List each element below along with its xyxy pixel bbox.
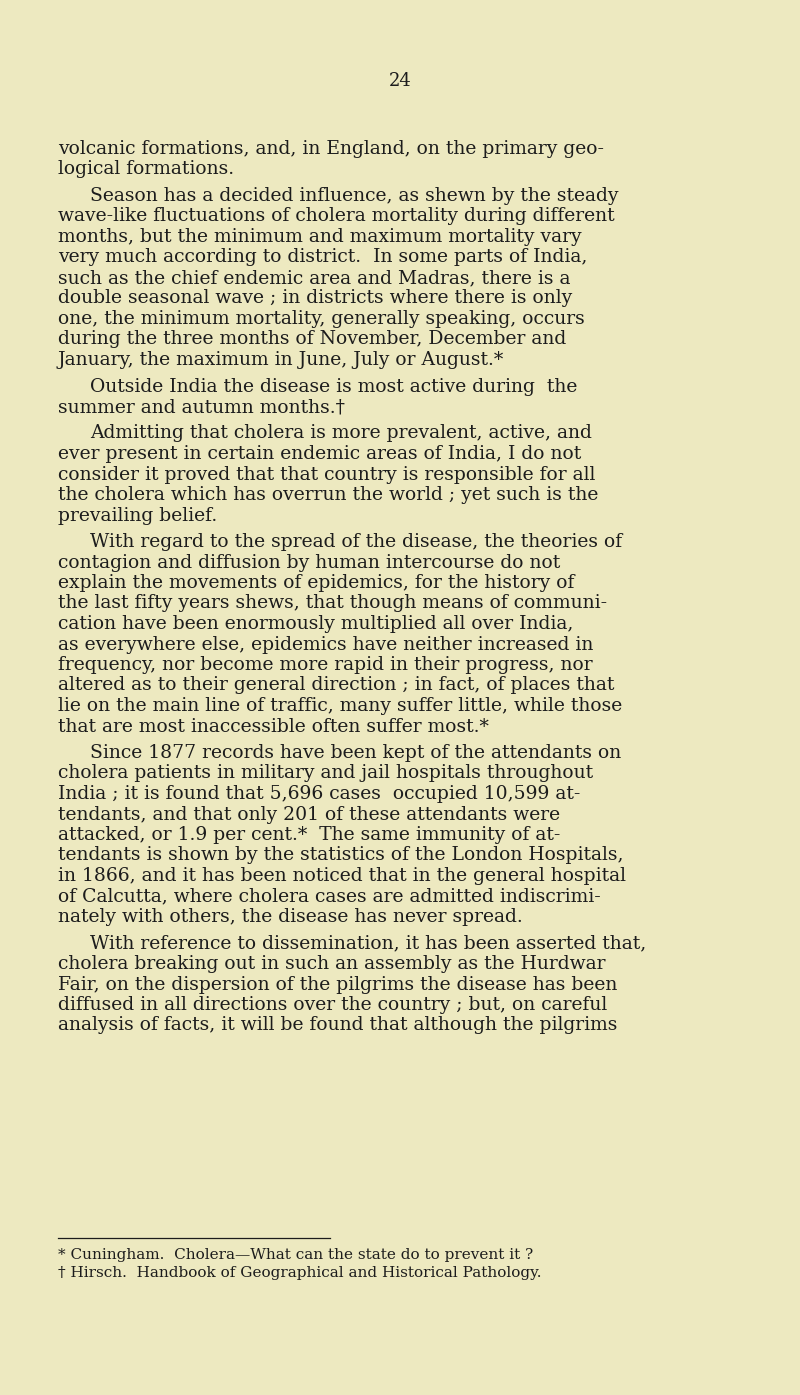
Text: wave-like fluctuations of cholera mortality during different: wave-like fluctuations of cholera mortal… (58, 208, 614, 226)
Text: such as the chief endemic area and Madras, there is a: such as the chief endemic area and Madra… (58, 269, 570, 287)
Text: India ; it is found that 5,696 cases  occupied 10,599 at-: India ; it is found that 5,696 cases occ… (58, 785, 580, 804)
Text: cholera breaking out in such an assembly as the Hurdwar: cholera breaking out in such an assembly… (58, 956, 606, 972)
Text: volcanic formations, and, in England, on the primary geo-: volcanic formations, and, in England, on… (58, 140, 604, 158)
Text: nately with others, the disease has never spread.: nately with others, the disease has neve… (58, 908, 522, 926)
Text: With reference to dissemination, it has been asserted that,: With reference to dissemination, it has … (90, 935, 646, 953)
Text: as everywhere else, epidemics have neither increased in: as everywhere else, epidemics have neith… (58, 636, 594, 653)
Text: one, the minimum mortality, generally speaking, occurs: one, the minimum mortality, generally sp… (58, 310, 585, 328)
Text: cation have been enormously multiplied all over India,: cation have been enormously multiplied a… (58, 615, 574, 633)
Text: tendants is shown by the statistics of the London Hospitals,: tendants is shown by the statistics of t… (58, 847, 623, 865)
Text: frequency, nor become more rapid in their progress, nor: frequency, nor become more rapid in thei… (58, 656, 593, 674)
Text: Since 1877 records have been kept of the attendants on: Since 1877 records have been kept of the… (90, 744, 622, 762)
Text: cholera patients in military and jail hospitals throughout: cholera patients in military and jail ho… (58, 764, 593, 783)
Text: the last fifty years shews, that though means of communi-: the last fifty years shews, that though … (58, 594, 607, 612)
Text: the cholera which has overrun the world ; yet such is the: the cholera which has overrun the world … (58, 485, 598, 504)
Text: summer and autumn months.†: summer and autumn months.† (58, 398, 345, 416)
Text: analysis of facts, it will be found that although the pilgrims: analysis of facts, it will be found that… (58, 1017, 618, 1035)
Text: months, but the minimum and maximum mortality vary: months, but the minimum and maximum mort… (58, 227, 582, 246)
Text: * Cuningham.  Cholera—What can the state do to prevent it ?: * Cuningham. Cholera—What can the state … (58, 1249, 534, 1262)
Text: of Calcutta, where cholera cases are admitted indiscrimi-: of Calcutta, where cholera cases are adm… (58, 887, 601, 905)
Text: † Hirsch.  Handbook of Geographical and Historical Pathology.: † Hirsch. Handbook of Geographical and H… (58, 1267, 542, 1281)
Text: With regard to the spread of the disease, the theories of: With regard to the spread of the disease… (90, 533, 622, 551)
Text: January, the maximum in June, July or August.*: January, the maximum in June, July or Au… (58, 352, 504, 370)
Text: altered as to their general direction ; in fact, of places that: altered as to their general direction ; … (58, 677, 614, 695)
Text: during the three months of November, December and: during the three months of November, Dec… (58, 331, 566, 349)
Text: Fair, on the dispersion of the pilgrims the disease has been: Fair, on the dispersion of the pilgrims … (58, 975, 618, 993)
Text: ever present in certain endemic areas of India, I do not: ever present in certain endemic areas of… (58, 445, 582, 463)
Text: explain the movements of epidemics, for the history of: explain the movements of epidemics, for … (58, 573, 574, 591)
Text: lie on the main line of traffic, many suffer little, while those: lie on the main line of traffic, many su… (58, 698, 622, 716)
Text: logical formations.: logical formations. (58, 160, 234, 179)
Text: in 1866, and it has been noticed that in the general hospital: in 1866, and it has been noticed that in… (58, 868, 626, 884)
Text: very much according to district.  In some parts of India,: very much according to district. In some… (58, 248, 587, 266)
Text: 24: 24 (389, 73, 411, 91)
Text: consider it proved that that country is responsible for all: consider it proved that that country is … (58, 466, 595, 484)
Text: prevailing belief.: prevailing belief. (58, 506, 218, 525)
Text: tendants, and that only 201 of these attendants were: tendants, and that only 201 of these att… (58, 805, 560, 823)
Text: double seasonal wave ; in districts where there is only: double seasonal wave ; in districts wher… (58, 290, 572, 307)
Text: contagion and diffusion by human intercourse do not: contagion and diffusion by human interco… (58, 554, 560, 572)
Text: attacked, or 1.9 per cent.*  The same immunity of at-: attacked, or 1.9 per cent.* The same imm… (58, 826, 560, 844)
Text: diffused in all directions over the country ; but, on careful: diffused in all directions over the coun… (58, 996, 607, 1014)
Text: that are most inaccessible often suffer most.*: that are most inaccessible often suffer … (58, 717, 489, 735)
Text: Outside India the disease is most active during  the: Outside India the disease is most active… (90, 378, 578, 396)
Text: Season has a decided influence, as shewn by the steady: Season has a decided influence, as shewn… (90, 187, 618, 205)
Text: Admitting that cholera is more prevalent, active, and: Admitting that cholera is more prevalent… (90, 424, 592, 442)
